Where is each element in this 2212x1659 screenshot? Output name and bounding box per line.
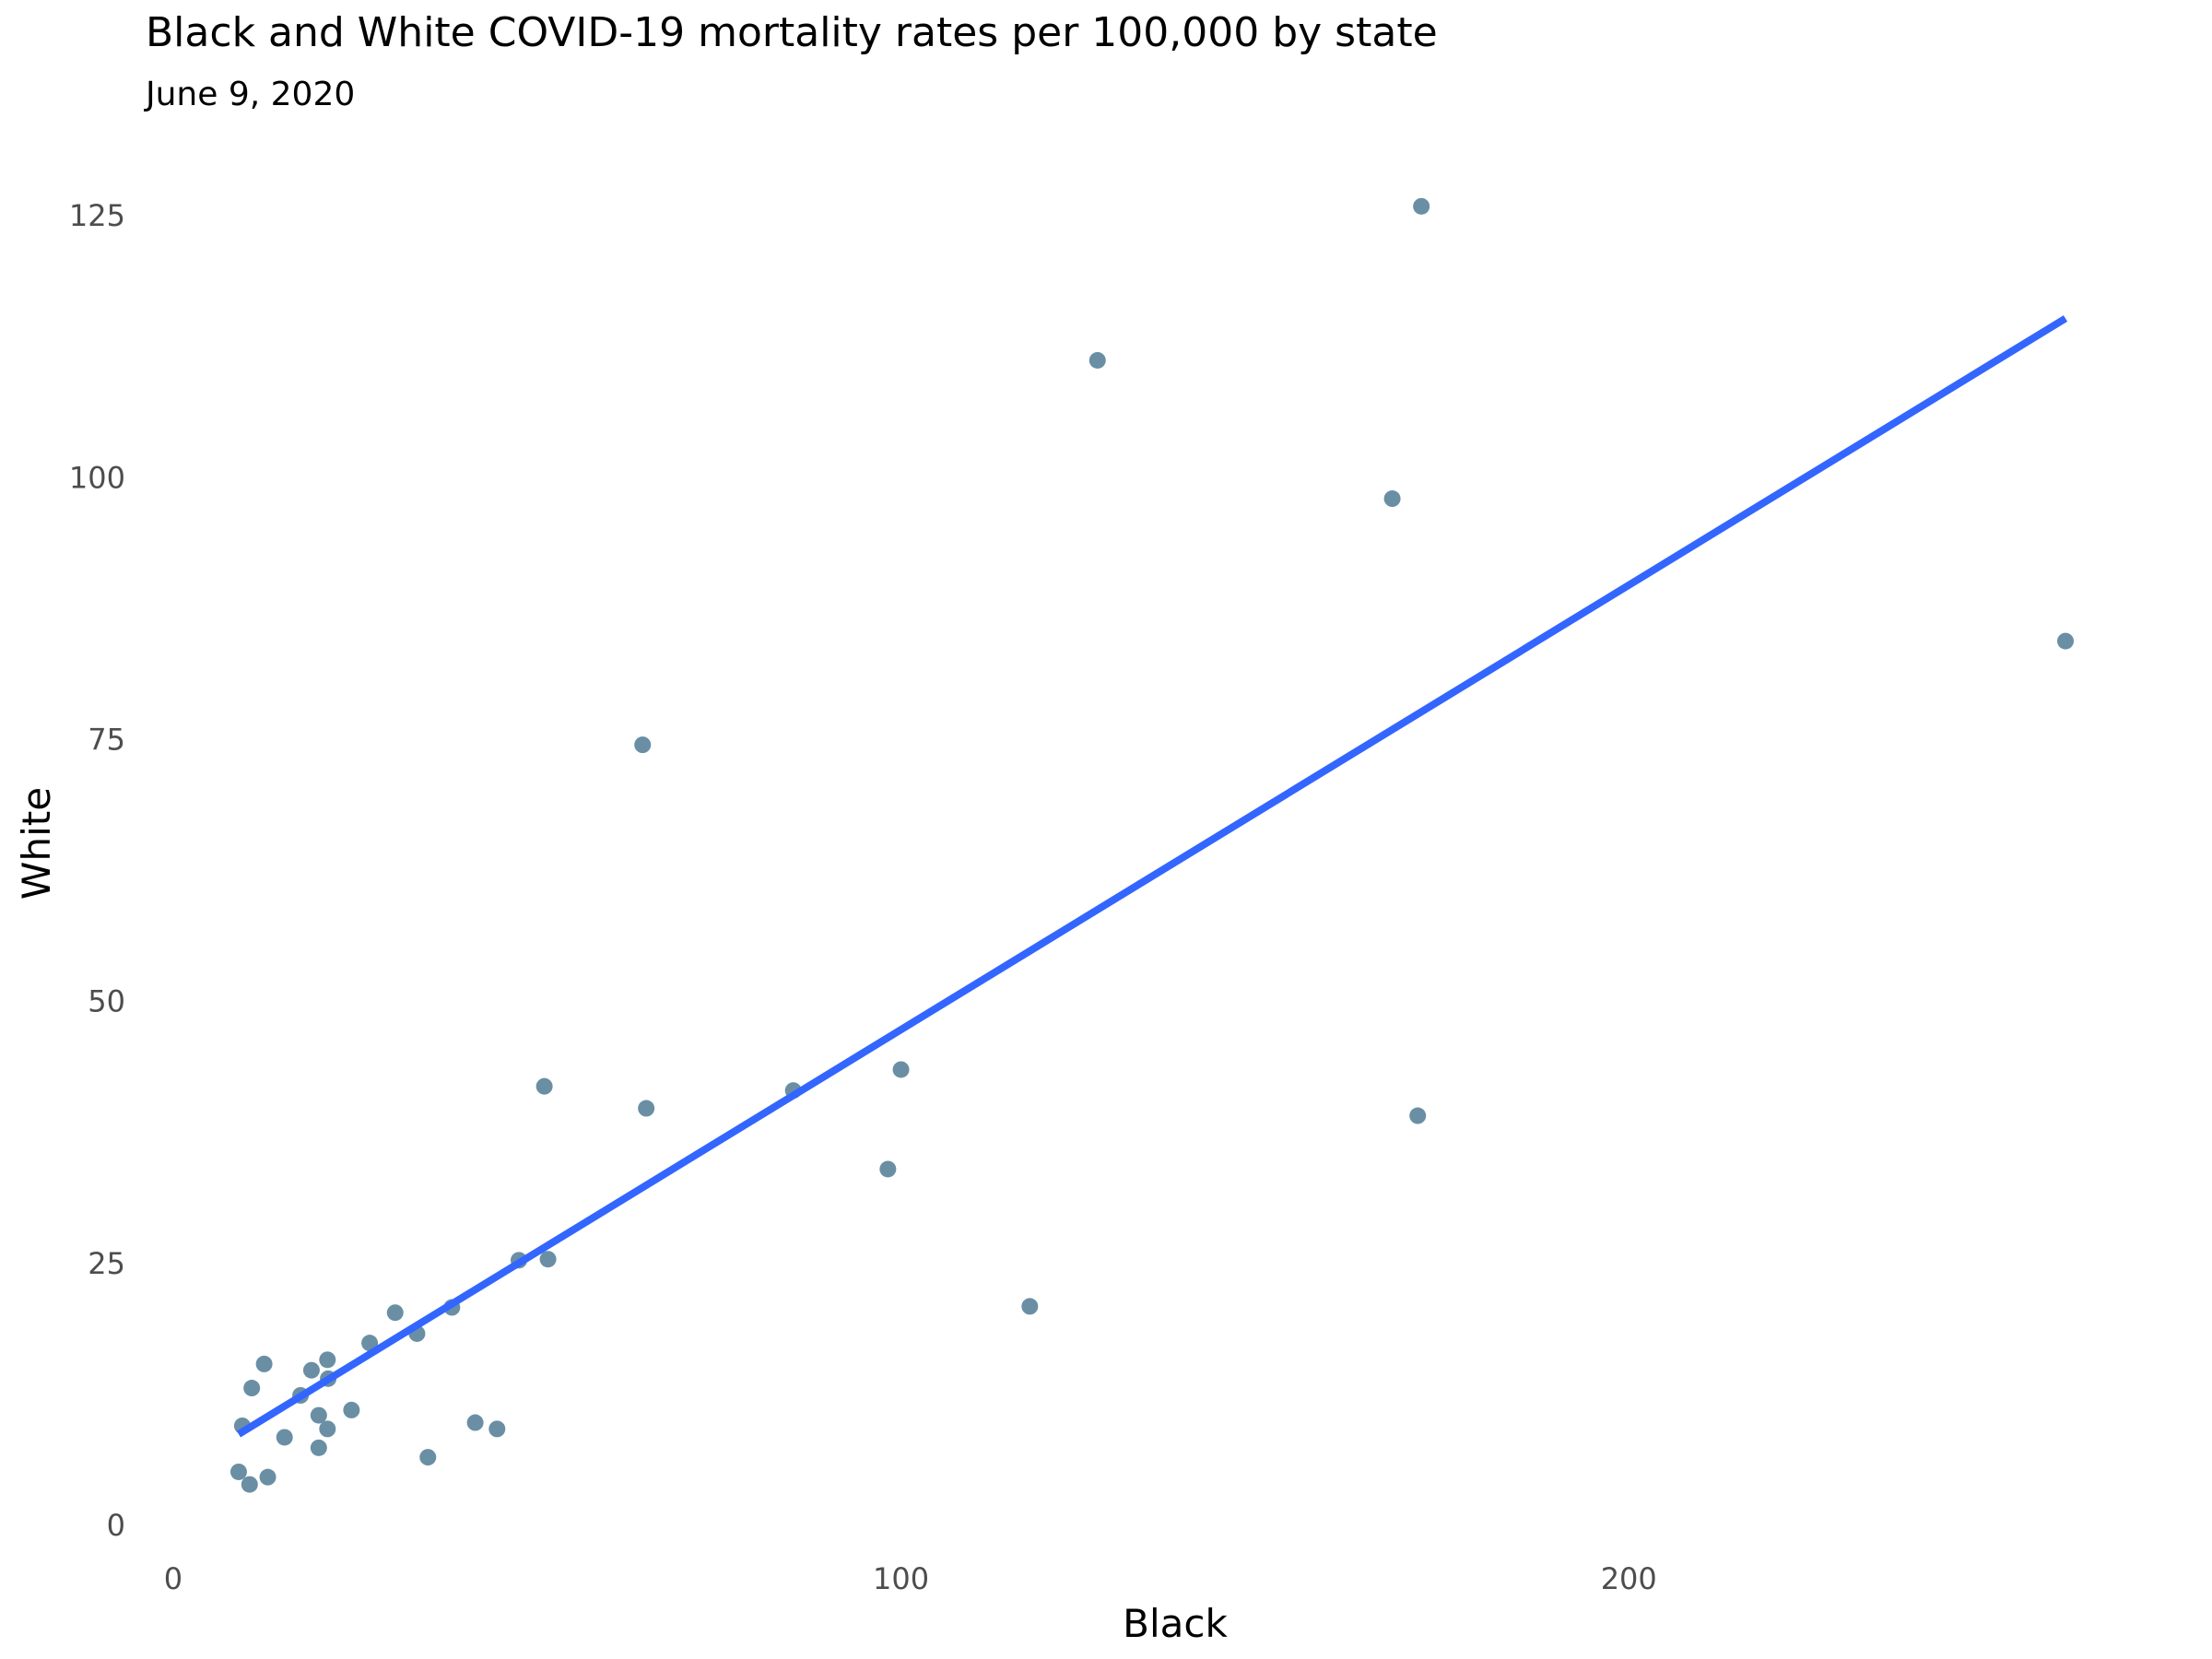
x-axis-ticks: 0 100 200	[164, 1561, 1657, 1596]
trend-line	[236, 315, 2068, 1438]
data-point	[276, 1429, 293, 1446]
data-point	[310, 1406, 327, 1424]
data-point	[539, 1251, 557, 1268]
y-axis-ticks: 0 25 50 75 100 125	[69, 198, 125, 1543]
data-point	[1413, 197, 1430, 215]
data-point	[466, 1414, 484, 1431]
y-tick-label: 0	[107, 1508, 125, 1543]
data-point	[2057, 632, 2075, 650]
data-point	[419, 1449, 437, 1466]
x-axis-title: Black	[1123, 1601, 1228, 1646]
y-tick-label: 50	[88, 984, 125, 1019]
data-points	[229, 197, 2075, 1493]
data-point	[259, 1468, 276, 1486]
data-point	[241, 1476, 258, 1493]
data-point	[634, 736, 652, 754]
data-point	[1409, 1107, 1427, 1124]
data-point	[319, 1420, 336, 1438]
y-axis-title: White	[14, 787, 59, 900]
data-point	[535, 1077, 553, 1095]
chart-title: Black and White COVID-19 mortality rates…	[146, 9, 1438, 56]
data-point	[1088, 351, 1106, 369]
data-point	[302, 1361, 320, 1379]
y-tick-label: 25	[88, 1246, 125, 1281]
data-point	[319, 1351, 336, 1369]
y-tick-label: 100	[69, 460, 125, 495]
data-point	[343, 1401, 360, 1418]
x-tick-label: 100	[873, 1561, 929, 1596]
y-tick-label: 75	[88, 722, 125, 757]
data-point	[386, 1304, 404, 1322]
chart-subtitle: June 9, 2020	[146, 76, 356, 113]
data-point	[255, 1355, 273, 1372]
data-point	[1383, 490, 1401, 508]
data-point	[310, 1439, 327, 1456]
data-point	[879, 1160, 897, 1178]
data-point	[488, 1420, 506, 1438]
x-tick-label: 0	[164, 1561, 182, 1596]
y-tick-label: 125	[69, 198, 125, 233]
data-point	[1021, 1298, 1039, 1315]
data-point	[229, 1463, 247, 1480]
data-point	[638, 1100, 655, 1117]
data-point	[243, 1380, 261, 1397]
data-point	[892, 1061, 910, 1078]
x-tick-label: 200	[1601, 1561, 1657, 1596]
data-point	[361, 1335, 379, 1352]
